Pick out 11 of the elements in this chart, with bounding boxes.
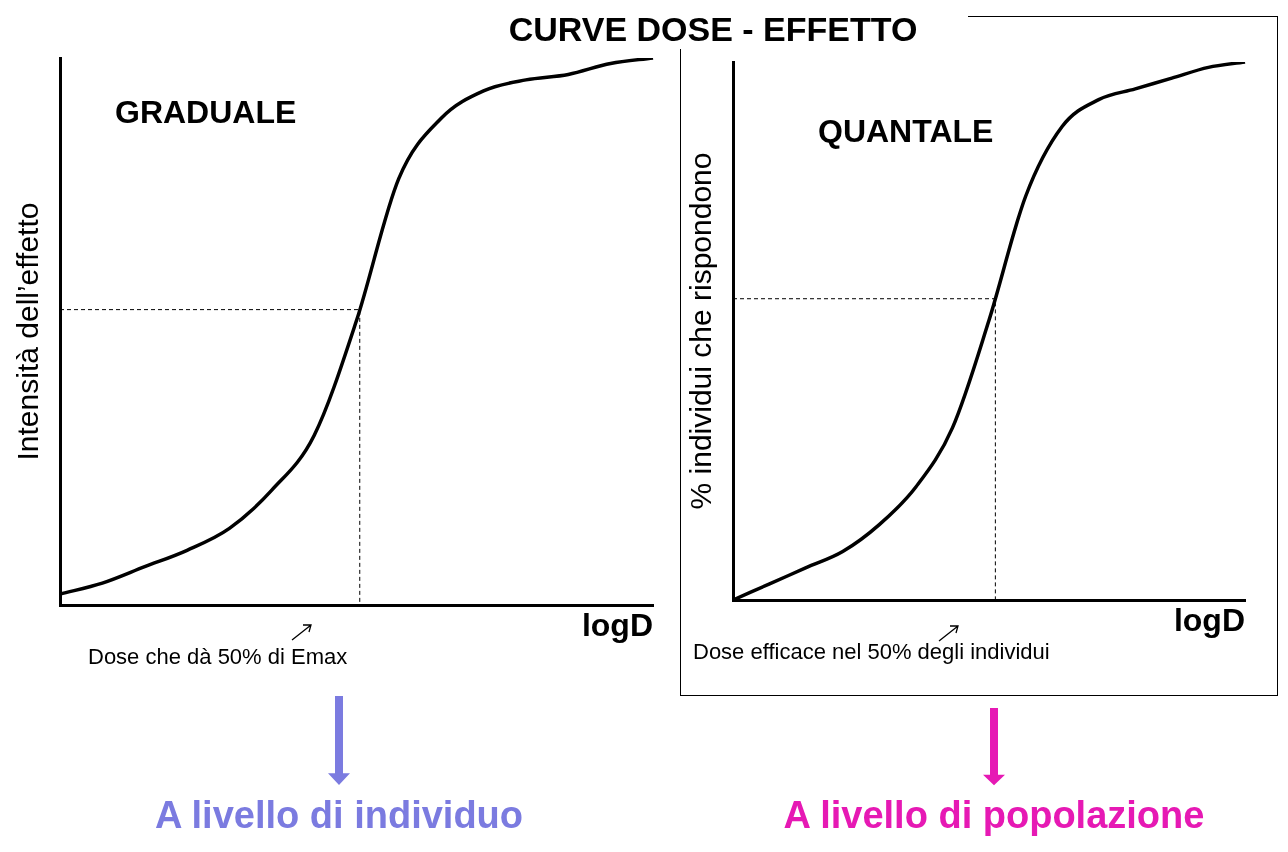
y-axis-title: Intensità dell’effetto bbox=[11, 202, 45, 461]
x-axis-title: logD bbox=[581, 606, 653, 643]
y-axis-title: % individui che rispondono bbox=[684, 152, 718, 510]
text: QUANTALE bbox=[818, 112, 994, 149]
text: Dose efficace nel 50% degli individui bbox=[693, 639, 1050, 665]
text: A livello di individuo bbox=[153, 794, 525, 837]
text: GRADUALE bbox=[115, 93, 297, 130]
chart-title: CURVE DOSE - EFFETTO bbox=[458, 10, 968, 49]
text: Dose che dà 50% di Emax bbox=[88, 644, 348, 670]
text: A livello di popolazione bbox=[782, 794, 1206, 837]
x-axis-title: logD bbox=[1173, 601, 1245, 638]
